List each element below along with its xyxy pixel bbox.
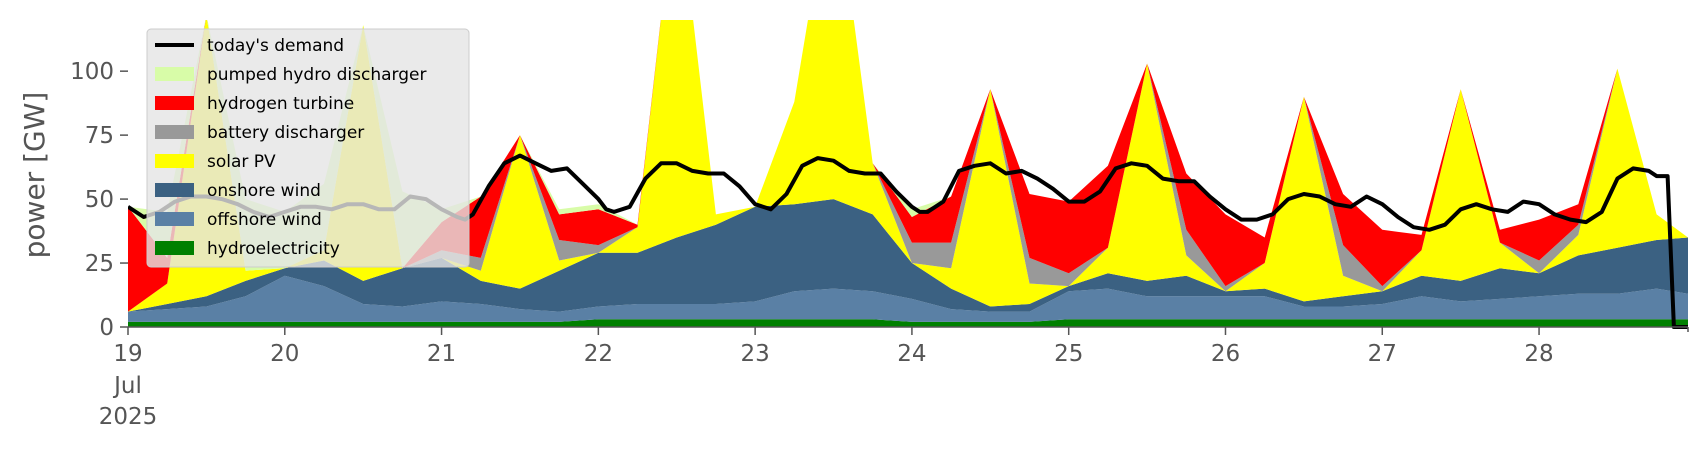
y-tick-label: 0: [99, 315, 114, 341]
legend-label: pumped hydro discharger: [207, 65, 426, 85]
x-tick-label: 24: [897, 341, 926, 367]
x-tick-label: 21: [427, 341, 456, 367]
legend-swatch: [155, 67, 194, 81]
x-tick-sublabel: Jul: [112, 373, 142, 399]
x-tick-label: 22: [584, 341, 613, 367]
x-tick-label: 23: [740, 341, 769, 367]
legend-label: offshore wind: [207, 210, 322, 230]
axes: 0 25 50 75 100 19 Jul 2025 20 21 22 23 24 25 26 27 28: [70, 59, 1689, 430]
legend: today's demand pumped hydro discharger hyd…: [146, 28, 470, 268]
x-tick-label: 25: [1054, 341, 1083, 367]
y-tick-label: 100: [70, 59, 114, 85]
area-onshore-wind: [128, 199, 1688, 312]
legend-label: hydrogen turbine: [207, 94, 354, 114]
y-tick-label: 25: [85, 251, 114, 277]
y-axis-label: power [GW]: [18, 92, 51, 259]
legend-label: hydroelectricity: [207, 239, 340, 259]
x-tick-label: 26: [1211, 341, 1240, 367]
x-tick-label: 27: [1368, 341, 1397, 367]
legend-swatch: [155, 154, 194, 168]
x-tick-sublabel: 2025: [99, 404, 158, 430]
legend-label: today's demand: [207, 36, 344, 56]
legend-label: battery discharger: [207, 123, 364, 143]
legend-box: [146, 28, 470, 268]
legend-swatch: [155, 96, 194, 110]
x-tick-label: 19: [113, 341, 142, 367]
legend-swatch: [155, 241, 194, 255]
x-tick-label: 20: [270, 341, 299, 367]
legend-swatch: [155, 183, 194, 197]
y-tick-label: 50: [85, 187, 114, 213]
area-solar-pv: [128, 20, 1688, 312]
legend-swatch: [155, 212, 194, 226]
legend-label: solar PV: [207, 152, 276, 172]
x-tick-label: 28: [1524, 341, 1553, 367]
legend-label: onshore wind: [207, 181, 321, 201]
y-tick-label: 75: [85, 123, 114, 149]
area-offshore-wind: [128, 275, 1688, 322]
legend-swatch: [155, 125, 194, 139]
area-hydroelectricity: [128, 319, 1688, 327]
